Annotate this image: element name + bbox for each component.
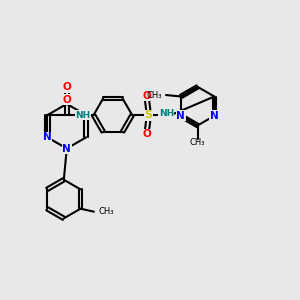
- Text: S: S: [145, 110, 152, 120]
- Text: N: N: [62, 143, 71, 154]
- Text: CH₃: CH₃: [147, 91, 162, 100]
- Text: NH: NH: [76, 111, 91, 120]
- Text: O: O: [143, 129, 152, 140]
- Text: O: O: [62, 94, 71, 105]
- Text: CH₃: CH₃: [98, 207, 114, 216]
- Text: NH: NH: [159, 109, 174, 118]
- Text: N: N: [176, 111, 185, 121]
- Text: O: O: [62, 82, 71, 92]
- Text: N: N: [210, 111, 219, 121]
- Text: O: O: [143, 91, 152, 101]
- Text: N: N: [43, 132, 52, 142]
- Text: CH₃: CH₃: [190, 138, 205, 147]
